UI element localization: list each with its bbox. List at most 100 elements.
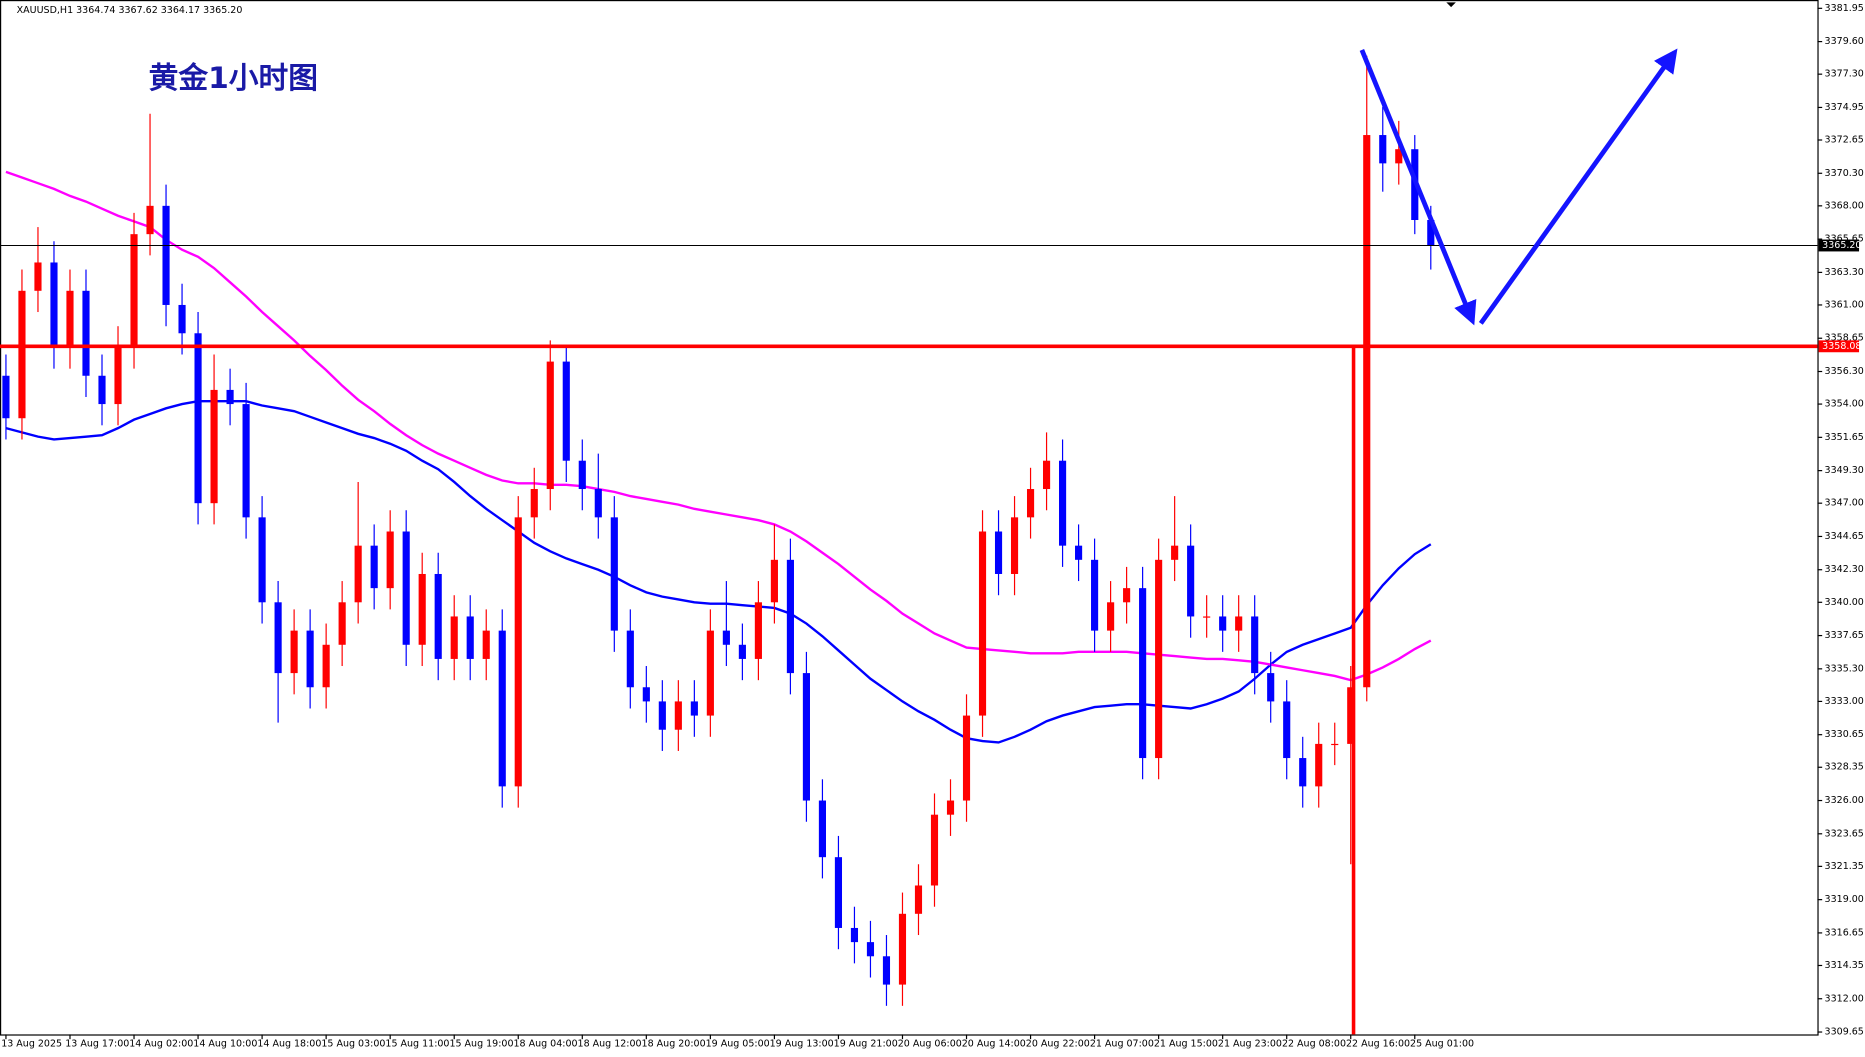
candle-body bbox=[626, 630, 634, 688]
candle-body bbox=[1171, 545, 1179, 560]
x-tick-label: 18 Aug 04:00 bbox=[513, 1038, 577, 1049]
candle-body bbox=[146, 205, 154, 235]
y-tick-label: 3372.65 bbox=[1825, 135, 1864, 146]
candle-body bbox=[466, 616, 474, 659]
y-tick-label: 3340.00 bbox=[1825, 597, 1864, 608]
x-tick-label: 20 Aug 22:00 bbox=[1026, 1038, 1090, 1049]
candle-body bbox=[514, 517, 522, 787]
y-tick-label: 3363.30 bbox=[1825, 267, 1864, 278]
candle-body bbox=[434, 573, 442, 659]
candle-body bbox=[50, 262, 58, 348]
candle-body bbox=[450, 616, 458, 659]
candle-body bbox=[610, 517, 618, 631]
x-tick-label: 14 Aug 18:00 bbox=[257, 1038, 321, 1049]
candle-body bbox=[1379, 135, 1387, 164]
candle-body bbox=[706, 630, 714, 716]
candle-body bbox=[1075, 545, 1083, 560]
candle-body bbox=[578, 460, 586, 490]
y-tick-label: 3323.65 bbox=[1825, 828, 1864, 839]
x-tick-label: 15 Aug 11:00 bbox=[385, 1038, 449, 1049]
candle-body bbox=[178, 304, 186, 334]
x-tick-label: 21 Aug 07:00 bbox=[1090, 1038, 1154, 1049]
candle-body bbox=[1107, 602, 1115, 631]
candle-body bbox=[722, 630, 730, 645]
candle-body bbox=[130, 234, 138, 348]
y-tick-label: 3316.65 bbox=[1825, 927, 1864, 938]
candle-body bbox=[1363, 135, 1371, 688]
candle-body bbox=[978, 531, 987, 716]
candle-body bbox=[562, 361, 570, 461]
candle-body bbox=[370, 545, 378, 589]
y-tick-label: 3314.35 bbox=[1825, 960, 1864, 971]
y-tick-label: 3333.00 bbox=[1825, 696, 1864, 707]
candle-body bbox=[306, 630, 314, 688]
candle-body bbox=[498, 630, 506, 787]
candle-body bbox=[786, 559, 794, 674]
candle-body bbox=[242, 404, 250, 518]
candle-body bbox=[1267, 673, 1275, 702]
y-tick-label: 3342.30 bbox=[1825, 564, 1864, 575]
x-tick-label: 20 Aug 06:00 bbox=[898, 1038, 962, 1049]
candle-body bbox=[1427, 220, 1435, 246]
ma-layer bbox=[5, 170, 1432, 744]
candle-body bbox=[658, 701, 666, 730]
candle-body bbox=[882, 956, 891, 985]
y-tick-label: 3354.00 bbox=[1825, 399, 1864, 410]
candle-body bbox=[834, 857, 843, 928]
x-tick-label: 19 Aug 21:00 bbox=[834, 1038, 898, 1049]
y-tick-label: 3312.00 bbox=[1825, 993, 1864, 1004]
candle-layer bbox=[2, 55, 1435, 1006]
candle-body bbox=[594, 489, 602, 518]
price-line-layer: 3358.08 3365.20 bbox=[0, 239, 1861, 353]
y-tick-label: 3368.00 bbox=[1825, 200, 1864, 211]
x-tick-label: 20 Aug 14:00 bbox=[962, 1038, 1026, 1049]
candle-body bbox=[34, 262, 42, 291]
y-tick-label: 3365.65 bbox=[1825, 234, 1864, 245]
y-tick-label: 3356.30 bbox=[1825, 366, 1864, 377]
candle-body bbox=[1219, 616, 1227, 631]
y-tick-label: 3347.00 bbox=[1825, 498, 1864, 509]
candle-body bbox=[162, 205, 170, 305]
x-tick-label: 19 Aug 05:00 bbox=[706, 1038, 770, 1049]
x-tick-label: 19 Aug 13:00 bbox=[770, 1038, 834, 1049]
x-tick-label: 22 Aug 08:00 bbox=[1282, 1038, 1346, 1049]
candle-body bbox=[530, 489, 538, 518]
shift-marker bbox=[1446, 2, 1456, 8]
candle-body bbox=[674, 701, 682, 730]
candle-body bbox=[738, 644, 746, 659]
candle-body bbox=[1235, 616, 1243, 631]
candle-body bbox=[770, 559, 778, 603]
arrow-up bbox=[1478, 48, 1678, 325]
y-tick-label: 3379.60 bbox=[1825, 36, 1864, 47]
y-tick-label: 3361.00 bbox=[1825, 299, 1864, 310]
y-tick-label: 3326.00 bbox=[1825, 795, 1864, 806]
candle-body bbox=[1331, 743, 1339, 746]
price-label: 3358.08 bbox=[1822, 341, 1861, 352]
candle-body bbox=[994, 531, 1003, 574]
y-tick-label: 3358.65 bbox=[1825, 333, 1864, 344]
candle-body bbox=[274, 602, 282, 674]
y-tick-label: 3351.65 bbox=[1825, 432, 1864, 443]
candle-body bbox=[1283, 701, 1291, 759]
price-label: 3365.20 bbox=[1822, 240, 1861, 251]
candle-body bbox=[818, 800, 826, 858]
candle-body bbox=[338, 602, 346, 645]
x-tick-label: 15 Aug 03:00 bbox=[321, 1038, 385, 1049]
candle-body bbox=[1299, 758, 1307, 787]
x-tick-label: 18 Aug 12:00 bbox=[578, 1038, 642, 1049]
y-tick-label: 3349.30 bbox=[1825, 465, 1864, 476]
candle-body bbox=[642, 687, 650, 702]
candle-body bbox=[18, 290, 26, 419]
candle-body bbox=[1203, 616, 1211, 618]
candle-body bbox=[1010, 517, 1019, 574]
candle-body bbox=[914, 885, 923, 914]
candle-body bbox=[1042, 460, 1051, 490]
candle-body bbox=[354, 545, 362, 603]
arrow-down bbox=[1359, 49, 1477, 326]
candle-body bbox=[1251, 616, 1259, 674]
candle-body bbox=[386, 531, 394, 589]
x-tick-label: 14 Aug 10:00 bbox=[193, 1038, 257, 1049]
x-tick-label: 25 Aug 01:00 bbox=[1410, 1038, 1474, 1049]
